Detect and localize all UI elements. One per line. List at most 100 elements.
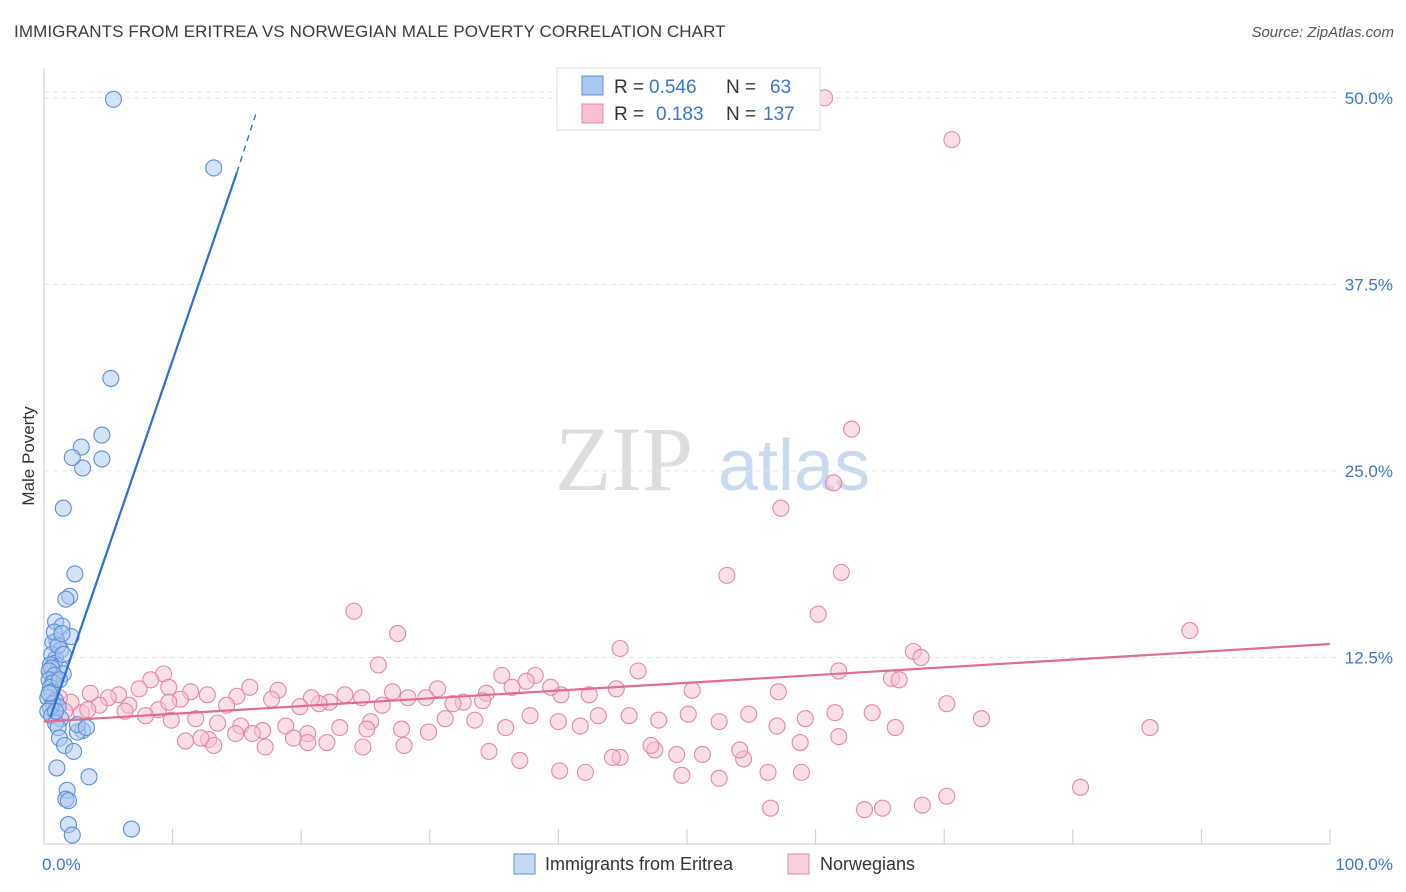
legend-n-label-1: N = bbox=[726, 77, 756, 98]
x-tick-label-min: 0.0% bbox=[42, 855, 81, 874]
point-s1-71 bbox=[162, 711, 180, 729]
point-s1-81 bbox=[419, 723, 438, 741]
gridlines bbox=[44, 91, 1340, 658]
point-s1-49 bbox=[218, 696, 236, 714]
point-s1-97 bbox=[863, 704, 881, 722]
x-ticks bbox=[43, 829, 1331, 844]
point-s1-138 bbox=[243, 725, 261, 743]
point-s1-128 bbox=[731, 741, 749, 759]
point-s1-47 bbox=[241, 678, 259, 696]
point-s1-14 bbox=[369, 656, 387, 674]
watermark-atlas: atlas bbox=[718, 426, 870, 506]
point-s1-38 bbox=[373, 696, 391, 714]
legend-r-value-2: 0.183 bbox=[656, 104, 704, 125]
point-s1-6 bbox=[832, 563, 850, 581]
point-s1-101 bbox=[1141, 719, 1159, 737]
point-s1-27 bbox=[683, 681, 701, 699]
point-s1-100 bbox=[972, 710, 991, 728]
point-s1-115 bbox=[668, 745, 686, 764]
point-s1-95 bbox=[796, 710, 814, 728]
point-s1-133 bbox=[576, 763, 594, 781]
point-s1-105 bbox=[256, 738, 274, 756]
point-s1-124 bbox=[938, 787, 956, 805]
point-s0-60 bbox=[77, 719, 95, 737]
point-s1-80 bbox=[392, 720, 411, 738]
point-s1-139 bbox=[160, 693, 178, 711]
y-tick-label-3: 50.0% bbox=[1345, 89, 1393, 108]
point-s1-104 bbox=[227, 725, 245, 743]
point-s1-55 bbox=[142, 671, 160, 689]
y-tick-label-2: 37.5% bbox=[1345, 275, 1393, 294]
point-s0-53 bbox=[122, 820, 140, 838]
point-s1-102 bbox=[176, 732, 195, 750]
point-s1-92 bbox=[710, 713, 728, 731]
point-s0-11 bbox=[57, 590, 75, 608]
legend-n-value-1: 63 bbox=[770, 77, 791, 98]
source-label: Source: ZipAtlas.com bbox=[1251, 24, 1394, 41]
legend-n-value-2: 137 bbox=[763, 104, 795, 125]
trend-lines bbox=[43, 112, 1331, 723]
point-s1-33 bbox=[473, 692, 492, 710]
x-tick-label-max: 100.0% bbox=[1335, 855, 1393, 874]
point-s0-52 bbox=[63, 826, 81, 844]
legend-n-label-2: N = bbox=[726, 104, 756, 125]
point-s1-20 bbox=[890, 671, 908, 689]
point-s1-96 bbox=[826, 704, 844, 722]
point-s1-37 bbox=[383, 683, 402, 701]
point-s1-110 bbox=[480, 742, 498, 761]
legend-r-label-2: R = bbox=[614, 104, 644, 125]
point-s1-11 bbox=[611, 639, 629, 658]
point-s1-26 bbox=[503, 678, 521, 696]
point-s1-30 bbox=[580, 686, 598, 704]
point-s1-98 bbox=[886, 719, 904, 737]
point-s1-15 bbox=[629, 662, 647, 680]
bottom-legend: Immigrants from Eritrea Norwegians bbox=[513, 853, 915, 875]
point-s1-36 bbox=[399, 689, 417, 707]
trend-line-eritrea-extension bbox=[236, 112, 257, 173]
trend-line-norwegians bbox=[43, 642, 1331, 723]
point-s0-62 bbox=[53, 625, 71, 643]
point-s1-123 bbox=[913, 796, 931, 814]
legend-swatch-eritrea bbox=[581, 75, 604, 96]
trend-line-eritrea bbox=[49, 172, 238, 718]
point-s1-108 bbox=[358, 720, 376, 738]
point-s1-112 bbox=[551, 762, 569, 780]
bottom-legend-label-eritrea: Immigrants from Eritrea bbox=[545, 854, 734, 874]
point-s1-32 bbox=[542, 678, 560, 696]
point-s1-93 bbox=[740, 705, 758, 723]
point-s0-6 bbox=[74, 459, 92, 477]
point-s1-35 bbox=[444, 695, 462, 713]
point-s1-126 bbox=[830, 728, 848, 746]
point-s1-137 bbox=[192, 729, 210, 747]
point-s0-58 bbox=[40, 684, 58, 702]
point-s1-4 bbox=[772, 499, 790, 517]
bottom-legend-label-norwegians: Norwegians bbox=[820, 854, 915, 874]
point-s0-9 bbox=[66, 565, 84, 583]
point-s1-119 bbox=[791, 733, 809, 752]
point-s1-116 bbox=[710, 769, 728, 787]
point-s1-1 bbox=[943, 131, 961, 149]
chart-title: IMMIGRANTS FROM ERITREA VS NORWEGIAN MAL… bbox=[14, 22, 726, 41]
point-s1-40 bbox=[336, 686, 354, 704]
y-tick-label-1: 25.0% bbox=[1345, 462, 1393, 481]
point-s1-122 bbox=[873, 799, 892, 817]
point-s1-29 bbox=[769, 683, 787, 701]
point-s1-99 bbox=[938, 695, 956, 713]
point-s1-86 bbox=[549, 713, 567, 731]
point-s1-134 bbox=[354, 738, 372, 756]
point-s1-131 bbox=[642, 736, 660, 755]
point-s1-125 bbox=[1071, 778, 1090, 796]
y-tick-labels: 12.5% 25.0% 37.5% 50.0% bbox=[1345, 89, 1393, 668]
series-eritrea-points-blue bbox=[39, 90, 223, 844]
y-tick-label-0: 12.5% bbox=[1345, 648, 1393, 667]
legend-swatch-norwegians bbox=[581, 103, 604, 124]
point-s0-1 bbox=[205, 159, 223, 177]
point-s1-10 bbox=[1181, 622, 1199, 640]
point-s1-135 bbox=[299, 733, 317, 752]
point-s1-46 bbox=[263, 690, 281, 708]
point-s1-87 bbox=[571, 717, 589, 735]
legend-r-value-1: 0.546 bbox=[649, 77, 697, 98]
point-s1-111 bbox=[511, 751, 529, 769]
point-s1-73 bbox=[209, 714, 227, 732]
